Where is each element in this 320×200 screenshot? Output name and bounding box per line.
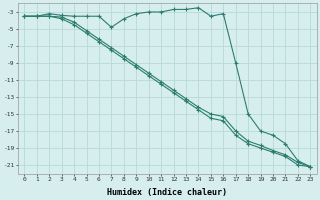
X-axis label: Humidex (Indice chaleur): Humidex (Indice chaleur): [108, 188, 228, 197]
